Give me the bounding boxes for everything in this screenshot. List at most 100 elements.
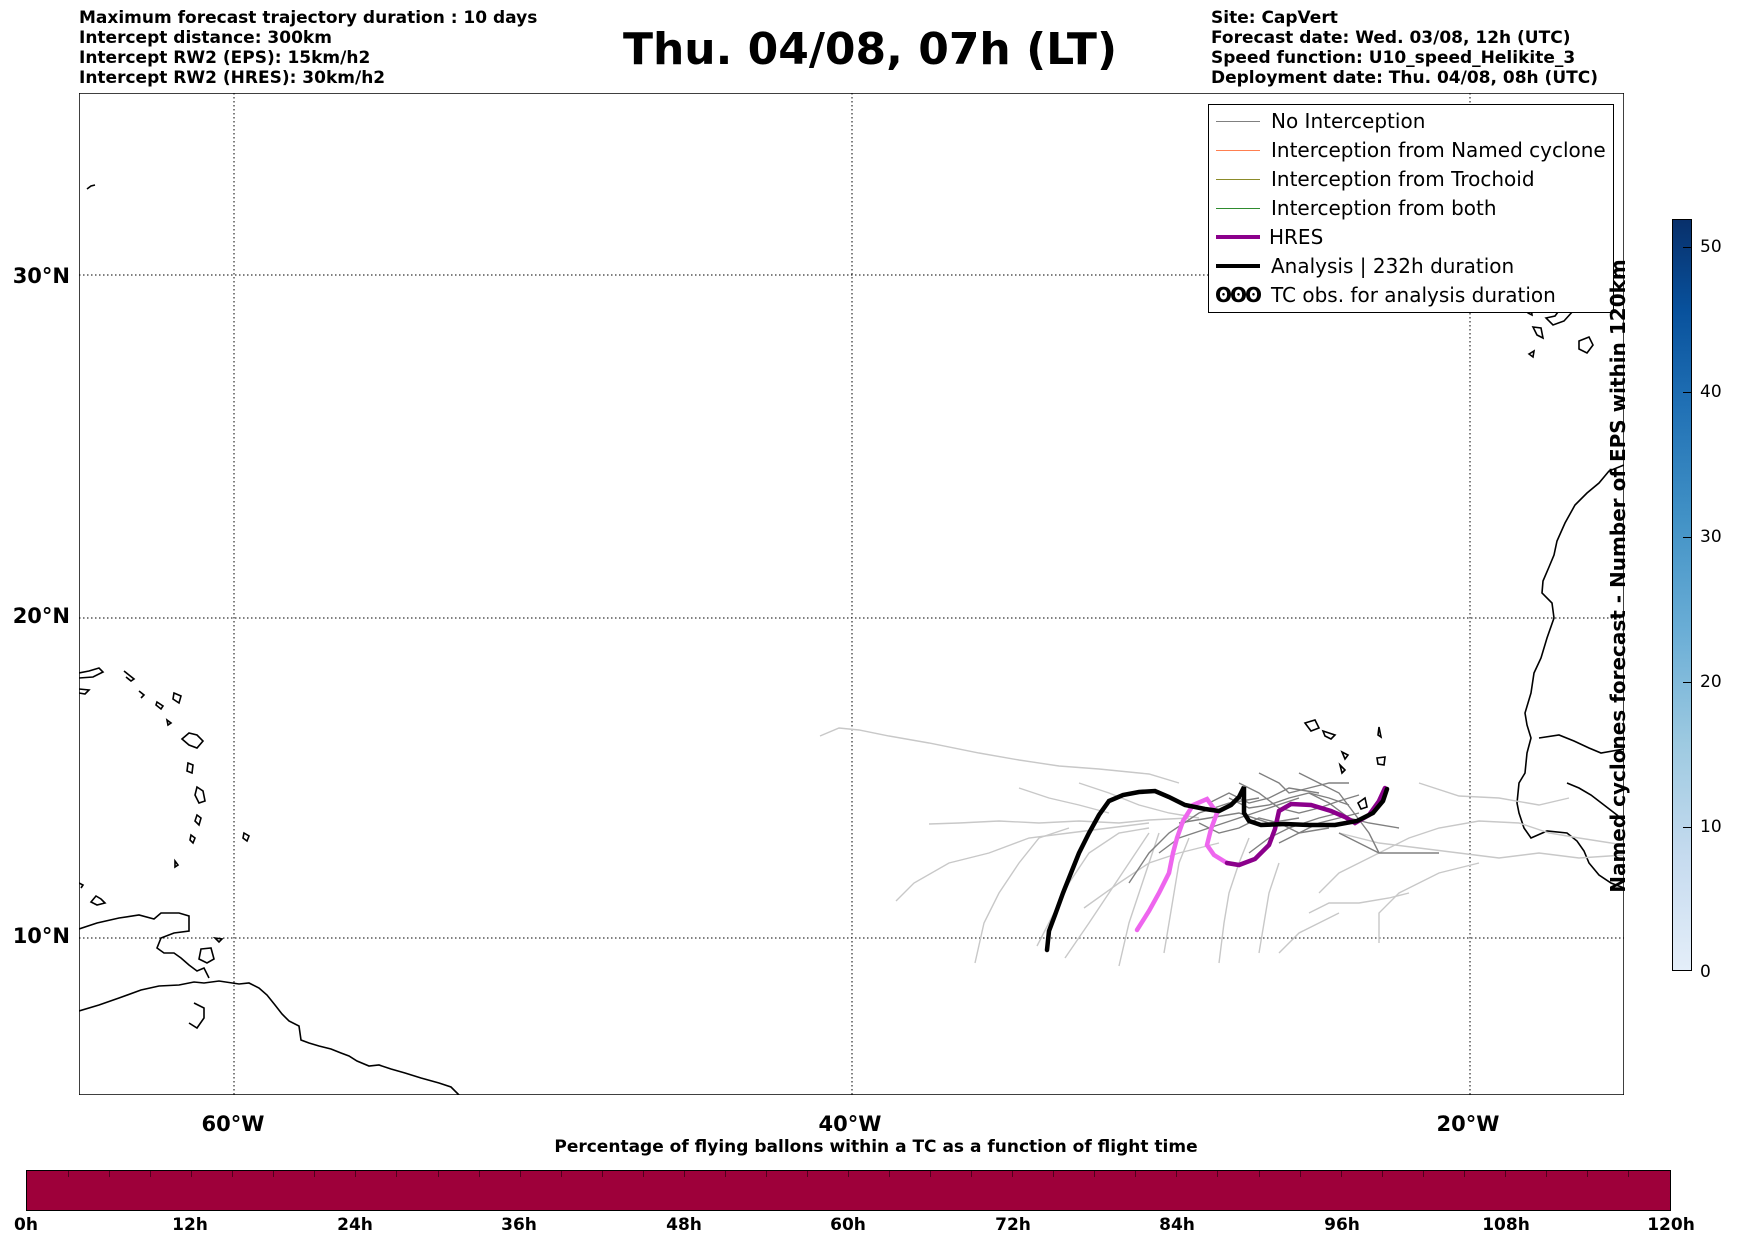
colorbar-divider	[1217, 1171, 1219, 1177]
colorbar-tick-label: 20	[1700, 672, 1722, 692]
colorbar-divider	[191, 1171, 193, 1177]
colorbar-divider	[765, 1171, 767, 1177]
colorbar-tick-label: 30	[1700, 527, 1722, 547]
legend-item-both: Interception from both	[1209, 194, 1613, 223]
eps-trajectory	[1064, 832, 1150, 959]
eps-trajectory	[1163, 837, 1190, 954]
header-right-line: Speed function: U10_speed_Helikite_3	[1211, 48, 1576, 68]
island-bermuda	[86, 184, 96, 190]
eps-trajectory	[974, 827, 1070, 964]
legend-swatch	[1216, 208, 1260, 209]
colorbar-divider	[1094, 1171, 1096, 1177]
colorbar-tick-label: 10	[1700, 817, 1722, 837]
island-capeverde-santoantao	[1303, 719, 1321, 732]
colorbar-vertical-label: Named cyclones forecast - Number of EPS …	[1606, 259, 1630, 893]
colorbar-divider	[1176, 1171, 1178, 1177]
colorbar-tickmark	[1683, 682, 1692, 683]
colorbar-divider	[109, 1171, 111, 1177]
flight-time-tick: 120h	[1647, 1215, 1695, 1235]
colorbar-tickmark	[1683, 247, 1692, 248]
eps-trajectory	[1278, 912, 1340, 954]
legend-item-no-interception: No Interception	[1209, 107, 1613, 136]
colorbar-divider	[560, 1171, 562, 1177]
island-anguilla	[138, 690, 146, 699]
colorbar-divider	[848, 1171, 849, 1177]
eps-trajectory	[1258, 862, 1280, 954]
legend-label: HRES	[1269, 225, 1324, 249]
eps-trajectory	[1228, 792, 1350, 809]
colorbar-tick-label: 40	[1700, 382, 1722, 402]
colorbar-named-cyclones	[1672, 219, 1692, 971]
header-right-line: Site: CapVert	[1211, 8, 1338, 28]
colorbar-divider	[396, 1171, 398, 1177]
coast-south-america	[79, 980, 460, 1095]
eps-trajectory	[1018, 787, 1110, 814]
colorbar-divider	[273, 1171, 275, 1177]
coast-gulf-paria	[188, 1002, 205, 1030]
eps-trajectory	[1308, 892, 1410, 914]
island-canary-3	[1578, 335, 1594, 355]
legend-swatch	[1216, 179, 1260, 180]
lon-label-60w: 60°W	[201, 1112, 265, 1136]
header-left-line: Maximum forecast trajectory duration : 1…	[79, 8, 538, 28]
colorbar-divider	[1504, 1171, 1506, 1177]
eps-trajectory	[1338, 832, 1439, 854]
colorbar-divider	[1135, 1171, 1137, 1177]
hres-trajectory-early	[1134, 796, 1230, 933]
eps-trajectory	[1118, 832, 1160, 967]
legend-swatch	[1216, 264, 1260, 268]
flight-time-tick: 60h	[830, 1215, 866, 1235]
colorbar-divider	[1586, 1171, 1588, 1177]
island-capeverde-boavista	[1376, 756, 1386, 766]
flight-time-tick: 72h	[995, 1215, 1031, 1235]
colorbar-divider	[724, 1171, 726, 1177]
island-margarita	[89, 894, 107, 906]
coast-africa-guinea	[1566, 782, 1624, 822]
coast-africa	[1516, 464, 1624, 889]
header-info-right: Site: CapVert Forecast date: Wed. 03/08,…	[1211, 8, 1598, 88]
header-right-line: Deployment date: Thu. 04/08, 08h (UTC)	[1211, 68, 1598, 88]
colorbar-divider	[478, 1171, 480, 1177]
island-martinique	[194, 785, 206, 804]
legend-item-named-cyclone: Interception from Named cyclone	[1209, 136, 1613, 165]
colorbar-tickmark	[1683, 392, 1692, 393]
colorbar-tickmark	[1683, 537, 1692, 538]
legend-label: Interception from Named cyclone	[1271, 138, 1606, 162]
legend-swatch	[1216, 121, 1260, 122]
island-dominica	[186, 761, 194, 775]
header-info-left: Maximum forecast trajectory duration : 1…	[79, 8, 537, 88]
island-antigua	[172, 691, 182, 705]
colorbar-flight-time	[26, 1170, 1671, 1211]
colorbar-tickmark	[1683, 827, 1692, 828]
island-stvincent	[189, 833, 196, 845]
eps-trajectory	[1208, 787, 1320, 804]
legend-label: No Interception	[1271, 109, 1426, 133]
colorbar-divider	[232, 1171, 234, 1177]
island-capeverde-maio	[1340, 750, 1350, 761]
analysis-trajectory	[1044, 785, 1390, 953]
lat-label-30n: 30°N	[12, 264, 70, 288]
flight-time-tick: 96h	[1324, 1215, 1360, 1235]
colorbar-divider	[642, 1171, 644, 1177]
colorbar-divider	[437, 1171, 439, 1177]
eps-trajectory	[1078, 782, 1200, 819]
island-canary-5	[1527, 349, 1536, 359]
coast-africa-gambia	[1538, 734, 1624, 754]
header-left-line: Intercept RW2 (HRES): 30km/h2	[79, 68, 386, 88]
colorbar-horizontal-title: Percentage of flying ballons within a TC…	[554, 1137, 1198, 1157]
eps-trajectory	[1258, 772, 1349, 794]
eps-trajectory	[1318, 820, 1624, 894]
legend-label: TC obs. for analysis duration	[1271, 283, 1556, 307]
colorbar-divider	[1422, 1171, 1424, 1177]
colorbar-divider	[150, 1171, 152, 1177]
colorbar-divider	[1299, 1171, 1301, 1177]
island-barbados	[242, 831, 250, 843]
colorbar-divider	[806, 1171, 808, 1177]
eps-trajectory	[1083, 842, 1220, 909]
legend-item-tc-obs: ʘʘʘ TC obs. for analysis duration	[1209, 281, 1613, 310]
lon-label-40w: 40°W	[818, 1112, 882, 1136]
map-legend: No Interception Interception from Named …	[1208, 104, 1614, 313]
island-guadeloupe	[180, 732, 205, 749]
island-curacao	[79, 882, 85, 889]
colorbar-divider	[1012, 1171, 1014, 1177]
